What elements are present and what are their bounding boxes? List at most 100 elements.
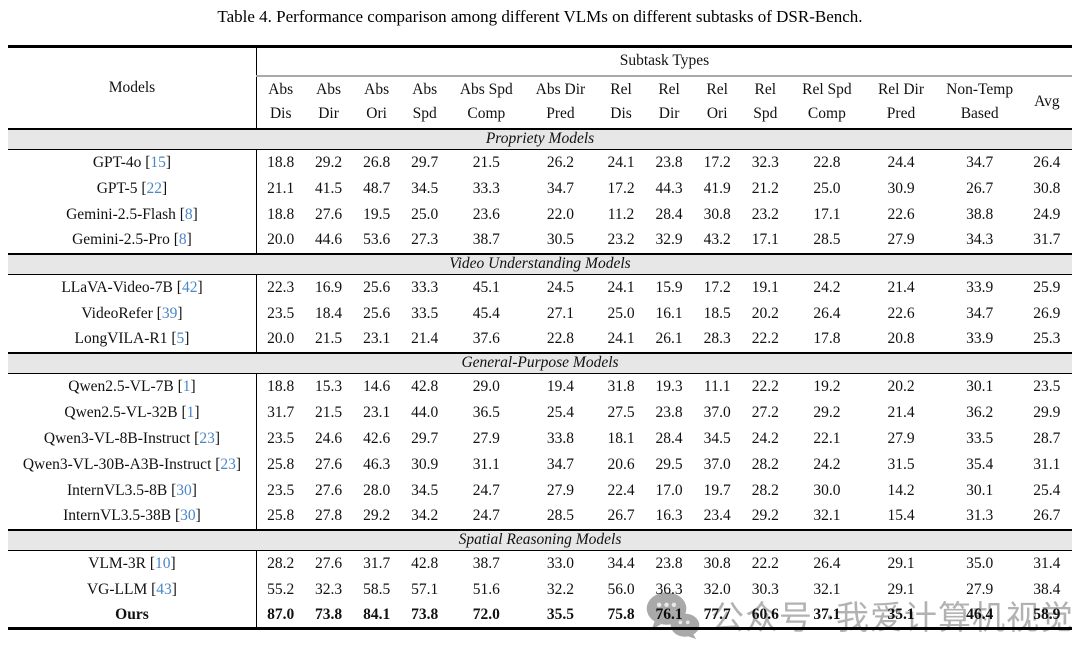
metric-cell: 27.9 [472,429,500,447]
metric-cell: 21.4 [887,278,915,296]
metric-cell: 23.5 [1033,377,1061,395]
metric-cell: 35.0 [966,554,994,572]
metric-cell: 27.9 [887,231,915,248]
citation-link[interactable]: 1 [186,403,195,421]
column-header-rel-spd-comp: Rel Spd Comp [789,76,864,129]
citation-link[interactable]: 30 [180,507,196,524]
metric-cell: 28.2 [751,455,779,473]
metric-cell: 18.4 [314,304,343,322]
model-name: Ours [115,605,149,623]
metric-cell: 33.0 [546,554,574,572]
citation-link[interactable]: 22 [146,179,163,197]
metric-cell: 17.1 [813,205,841,223]
model-name: VG-LLM [86,580,148,598]
metric-cell: 31.5 [887,455,915,473]
metric-cell: 22.8 [813,153,841,171]
citation-link[interactable]: 5 [176,330,185,347]
metric-cell: 22.4 [607,481,635,499]
citation-link[interactable]: 1 [182,377,191,395]
metric-cell: 43.2 [703,231,731,248]
metric-cell: 22.2 [751,554,779,572]
metric-cell: 29.7 [411,429,439,447]
metric-cell: 45.4 [472,304,500,322]
metric-cell: 28.0 [363,481,391,499]
metric-cell: 27.5 [607,403,635,421]
citation-link[interactable]: 15 [150,153,166,171]
citation-link[interactable]: 39 [161,304,178,322]
column-header-line2: Pred [886,105,916,122]
metric-cell: 25.4 [546,403,574,421]
column-header-abs-spd-comp: Abs Spd Comp [449,76,524,129]
metric-cell: 26.7 [1033,507,1061,524]
citation-link[interactable]: 23 [220,455,236,473]
metric-cell: 30.8 [703,554,731,572]
metric-cell: 33.8 [546,429,574,447]
citation-link[interactable]: 23 [199,429,215,447]
metric-cell: 20.0 [267,231,295,248]
metric-cell: 30.0 [813,481,841,499]
column-header-abs-ori: Abs Ori [353,76,401,129]
metric-cell: 25.6 [363,304,391,322]
column-header-line1: Rel [706,81,728,98]
model-cell: VideoRefer [39] [8,300,257,327]
column-header-line2: Dir [658,105,680,122]
group-header-row: Models Subtask Types [8,46,1072,129]
column-header-abs-spd: Abs Spd [401,76,449,129]
metric-cell: 34.7 [546,455,574,473]
model-cell: VLM-3R [10] [8,550,257,577]
citation-link[interactable]: 30 [176,481,192,499]
metric-cell: 29.2 [363,507,391,524]
metric-cell: 34.7 [966,153,994,171]
metric-cell: 36.2 [966,403,994,421]
citation-link[interactable]: 42 [181,278,198,296]
metric-cell: 46.3 [363,455,391,473]
table-header: Models Subtask Types Abs Dis Abs Dir Abs Ori A… [8,46,1072,129]
column-header-line2: Pred [546,105,575,122]
metric-cell: 18.1 [607,429,635,447]
metric-cell: 38.7 [472,231,500,248]
metric-cell: 27.1 [546,304,574,322]
model-name: GPT-5 [96,179,138,197]
metric-cell: 20.2 [887,377,915,395]
metric-cell: 75.8 [607,605,635,623]
metric-cell: 27.9 [546,481,574,499]
metric-cell: 58.9 [1033,605,1061,623]
metric-cell: 30.5 [546,231,574,248]
metric-cell: 14.2 [887,481,915,499]
model-name: InternVL3.5-8B [66,481,168,499]
metric-cell: 27.9 [966,580,994,598]
metric-cell: 19.4 [546,377,574,395]
metric-cell: 26.4 [813,554,841,572]
metric-cell: 16.9 [314,278,343,296]
metric-cell: 32.3 [751,153,779,171]
metric-cell: 16.1 [655,304,683,322]
metric-cell: 33.3 [472,179,500,197]
metric-cell: 24.2 [813,278,841,296]
citation-link[interactable]: 8 [184,205,193,223]
column-header-line2: Spd [412,105,437,122]
metric-cell: 29.1 [887,554,915,572]
citation-link[interactable]: 10 [155,554,171,572]
metric-cell: 15.4 [887,507,915,524]
metric-cell: 37.6 [472,330,500,347]
metric-cell: 23.8 [655,153,683,171]
metric-cell: 21.5 [314,403,343,421]
metric-cell: 44.6 [314,231,343,248]
metric-cell: 31.1 [472,455,500,473]
column-header-line2: Ori [706,105,728,122]
table-row: LongVILA-R1 [5] 20.0 21.5 23.1 21.4 37.6 22.8 2… [8,326,1072,353]
citation-link[interactable]: 8 [178,231,187,248]
metric-cell: 11.1 [703,377,731,395]
metric-cell: 18.8 [267,153,295,171]
citation-link[interactable]: 43 [156,580,172,598]
metric-cell: 31.1 [1033,455,1061,473]
metric-cell: 17.2 [607,179,635,197]
metric-cell: 23.4 [703,507,731,524]
metric-cell: 33.5 [411,304,439,322]
model-cell: GPT-4o [15] [8,149,257,176]
column-header-line1: Rel [754,81,777,98]
table-row: LLaVA-Video-7B [42] 22.3 16.9 25.6 33.3 45.1 2… [8,274,1072,301]
metric-cell: 23.1 [363,403,391,421]
subtask-types-header: Subtask Types [256,46,1072,77]
